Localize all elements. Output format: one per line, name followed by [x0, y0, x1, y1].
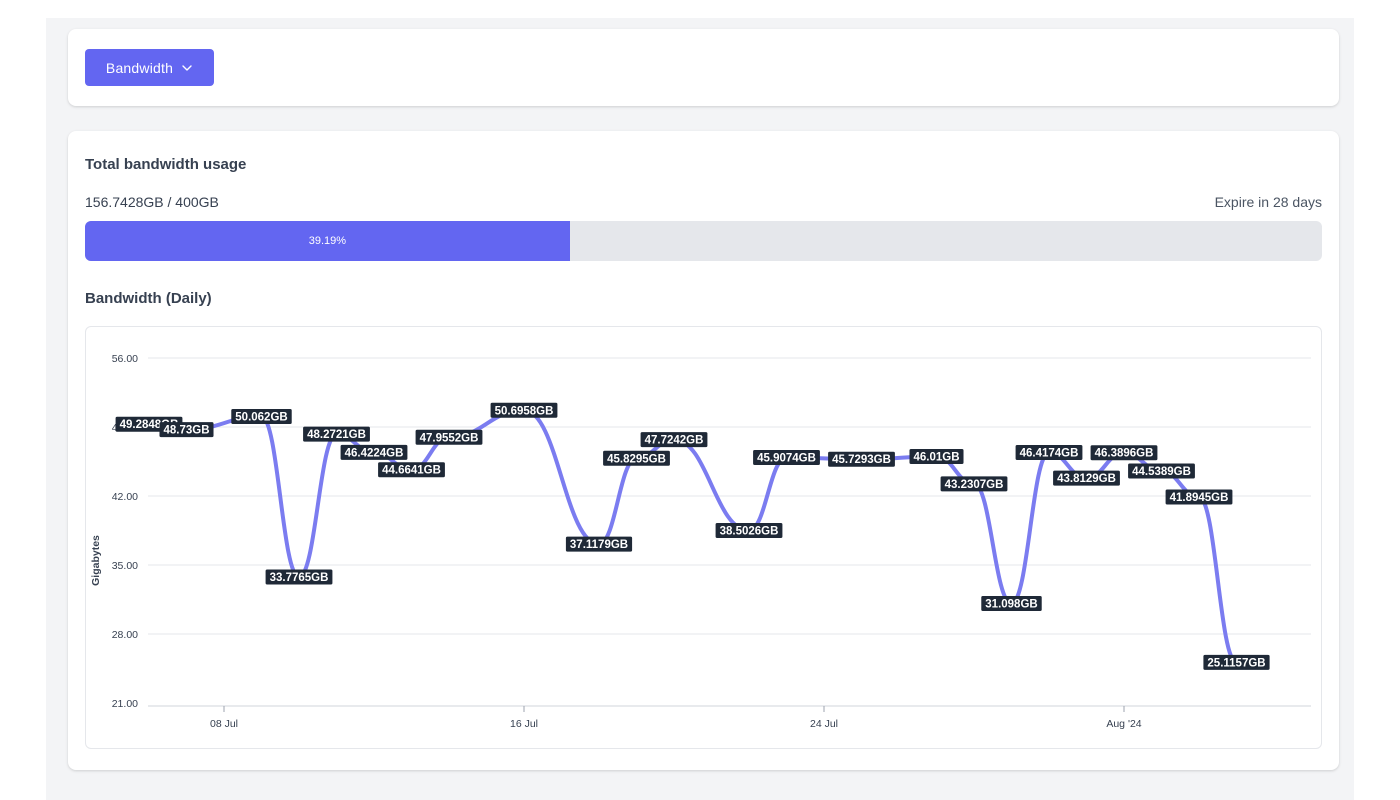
svg-text:41.8945GB: 41.8945GB — [1170, 492, 1229, 504]
svg-text:48.73GB: 48.73GB — [163, 425, 209, 437]
data-label: 38.5026GB — [715, 522, 783, 538]
data-label: 41.8945GB — [1165, 489, 1233, 505]
usage-progress-fill: 39.19% — [85, 221, 570, 261]
data-label: 44.6641GB — [378, 462, 445, 478]
data-label: 31.098GB — [981, 595, 1042, 611]
svg-text:44.5389GB: 44.5389GB — [1132, 466, 1191, 478]
data-label: 44.5389GB — [1128, 463, 1195, 479]
svg-text:46.4174GB: 46.4174GB — [1020, 447, 1079, 459]
y-axis-title: Gigabytes — [90, 535, 102, 586]
y-tick-label: 42.00 — [112, 491, 138, 503]
data-label: 45.9074GB — [753, 449, 820, 465]
y-tick-label: 28.00 — [112, 629, 138, 641]
data-label: 46.01GB — [909, 448, 964, 464]
data-label: 47.9552GB — [415, 429, 483, 445]
svg-text:47.7242GB: 47.7242GB — [645, 435, 704, 447]
usage-progress-bar: 39.19% — [85, 221, 1322, 261]
svg-text:38.5026GB: 38.5026GB — [720, 525, 779, 537]
usage-title: Total bandwidth usage — [85, 156, 247, 173]
svg-text:46.3896GB: 46.3896GB — [1095, 448, 1154, 460]
expire-text: Expire in 28 days — [1214, 194, 1322, 210]
x-tick-label: 24 Jul — [810, 718, 838, 730]
toolbar-card: Bandwidth — [68, 29, 1339, 106]
svg-text:43.2307GB: 43.2307GB — [945, 479, 1004, 491]
data-label: 37.1179GB — [565, 536, 633, 552]
usage-card: Total bandwidth usage 156.7428GB / 400GB… — [68, 131, 1339, 770]
svg-text:45.7293GB: 45.7293GB — [832, 454, 891, 466]
data-label: 43.8129GB — [1053, 470, 1120, 486]
svg-text:48.2721GB: 48.2721GB — [307, 429, 366, 441]
svg-text:37.1179GB: 37.1179GB — [570, 539, 628, 551]
data-label: 47.7242GB — [640, 432, 708, 448]
x-tick-label: Aug '24 — [1106, 718, 1141, 730]
data-label: 50.6958GB — [490, 402, 558, 418]
data-label: 46.4174GB — [1015, 444, 1083, 460]
y-tick-label: 35.00 — [112, 560, 138, 572]
chevron-down-icon — [182, 64, 192, 71]
data-label: 45.7293GB — [828, 451, 895, 467]
svg-text:50.6958GB: 50.6958GB — [495, 405, 554, 417]
data-label: 25.1157GB — [1203, 654, 1270, 670]
x-tick-label: 16 Jul — [510, 718, 538, 730]
svg-text:31.098GB: 31.098GB — [985, 598, 1037, 610]
data-label: 50.062GB — [231, 409, 292, 425]
svg-text:47.9552GB: 47.9552GB — [420, 432, 479, 444]
data-label: 48.73GB — [159, 422, 214, 438]
progress-percent-label: 39.19% — [308, 235, 347, 247]
svg-text:45.8295GB: 45.8295GB — [607, 453, 666, 465]
x-tick-label: 08 Jul — [210, 718, 238, 730]
data-label: 46.3896GB — [1090, 445, 1158, 461]
svg-text:43.8129GB: 43.8129GB — [1057, 473, 1116, 485]
dropdown-label: Bandwidth — [105, 59, 174, 76]
svg-text:50.062GB: 50.062GB — [235, 412, 287, 424]
svg-text:44.6641GB: 44.6641GB — [382, 465, 441, 477]
data-label: 43.2307GB — [940, 476, 1008, 492]
svg-text:45.9074GB: 45.9074GB — [757, 452, 816, 464]
data-label: 46.4224GB — [340, 444, 408, 460]
data-label: 48.2721GB — [303, 426, 370, 442]
svg-text:33.7765GB: 33.7765GB — [270, 572, 329, 584]
metric-dropdown-button[interactable]: Bandwidth — [85, 49, 214, 86]
usage-amount: 156.7428GB / 400GB — [85, 194, 219, 210]
svg-text:46.4224GB: 46.4224GB — [345, 447, 404, 459]
svg-text:46.01GB: 46.01GB — [913, 451, 959, 463]
y-tick-label: 56.00 — [112, 353, 138, 365]
chart-title: Bandwidth (Daily) — [85, 290, 212, 307]
data-label: 45.8295GB — [603, 450, 670, 466]
data-label: 33.7765GB — [265, 569, 333, 585]
y-tick-label: 21.00 — [112, 698, 138, 710]
svg-text:25.1157GB: 25.1157GB — [1207, 657, 1265, 669]
